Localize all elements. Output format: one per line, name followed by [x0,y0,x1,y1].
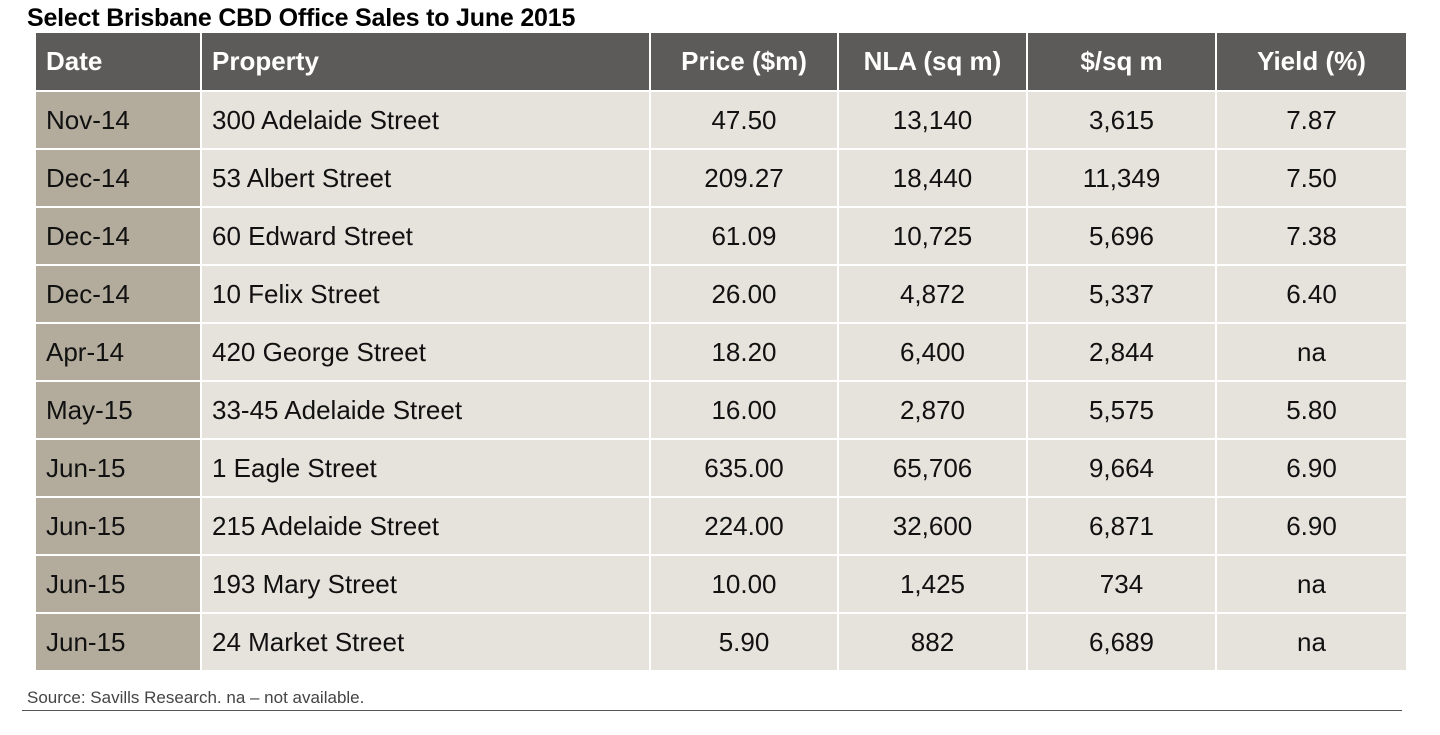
cell-nla: 4,872 [838,265,1028,324]
cell-date: Dec-14 [36,265,202,324]
cell-price-per-sqm: 734 [1027,555,1217,614]
column-header-yield: Yield (%) [1216,33,1406,92]
cell-property: 24 Market Street [201,613,651,672]
cell-yield: na [1216,555,1406,614]
cell-yield: 6.40 [1216,265,1406,324]
cell-property: 60 Edward Street [201,207,651,266]
cell-property: 215 Adelaide Street [201,497,651,556]
cell-price: 10.00 [650,555,839,614]
cell-price: 209.27 [650,149,839,208]
table-row: Dec-14 60 Edward Street 61.09 10,725 5,6… [36,207,1406,266]
cell-yield: na [1216,613,1406,672]
cell-nla: 13,140 [838,91,1028,150]
table-row: Dec-14 10 Felix Street 26.00 4,872 5,337… [36,265,1406,324]
cell-nla: 6,400 [838,323,1028,382]
source-note: Source: Savills Research. na – not avail… [27,688,365,707]
cell-price-per-sqm: 11,349 [1027,149,1217,208]
cell-nla: 18,440 [838,149,1028,208]
column-header-price-per-sqm: $/sq m [1027,33,1217,92]
cell-price: 61.09 [650,207,839,266]
cell-yield: 7.87 [1216,91,1406,150]
cell-price: 18.20 [650,323,839,382]
cell-yield: 6.90 [1216,497,1406,556]
table-row: Jun-15 24 Market Street 5.90 882 6,689 n… [36,613,1406,672]
cell-property: 1 Eagle Street [201,439,651,498]
cell-nla: 65,706 [838,439,1028,498]
cell-property: 53 Albert Street [201,149,651,208]
column-header-property: Property [201,33,651,92]
cell-price-per-sqm: 6,689 [1027,613,1217,672]
cell-yield: 7.50 [1216,149,1406,208]
cell-date: Apr-14 [36,323,202,382]
table-row: May-15 33-45 Adelaide Street 16.00 2,870… [36,381,1406,440]
office-sales-table: Date Property Price ($m) NLA (sq m) $/sq… [36,33,1406,672]
cell-date: May-15 [36,381,202,440]
table-row: Dec-14 53 Albert Street 209.27 18,440 11… [36,149,1406,208]
cell-yield: na [1216,323,1406,382]
cell-property: 420 George Street [201,323,651,382]
cell-yield: 5.80 [1216,381,1406,440]
table-row: Apr-14 420 George Street 18.20 6,400 2,8… [36,323,1406,382]
cell-property: 10 Felix Street [201,265,651,324]
column-header-nla: NLA (sq m) [838,33,1028,92]
cell-date: Nov-14 [36,91,202,150]
cell-yield: 6.90 [1216,439,1406,498]
cell-price-per-sqm: 3,615 [1027,91,1217,150]
cell-price: 224.00 [650,497,839,556]
cell-price: 5.90 [650,613,839,672]
cell-date: Jun-15 [36,439,202,498]
table-row: Jun-15 1 Eagle Street 635.00 65,706 9,66… [36,439,1406,498]
footer-divider [22,710,1402,711]
cell-nla: 1,425 [838,555,1028,614]
cell-nla: 882 [838,613,1028,672]
cell-price: 26.00 [650,265,839,324]
cell-price-per-sqm: 6,871 [1027,497,1217,556]
cell-nla: 10,725 [838,207,1028,266]
cell-price: 16.00 [650,381,839,440]
cell-date: Dec-14 [36,207,202,266]
cell-price: 635.00 [650,439,839,498]
cell-yield: 7.38 [1216,207,1406,266]
cell-property: 300 Adelaide Street [201,91,651,150]
table-row: Jun-15 215 Adelaide Street 224.00 32,600… [36,497,1406,556]
cell-price-per-sqm: 9,664 [1027,439,1217,498]
cell-price: 47.50 [650,91,839,150]
cell-price-per-sqm: 5,696 [1027,207,1217,266]
cell-price-per-sqm: 2,844 [1027,323,1217,382]
cell-date: Jun-15 [36,555,202,614]
cell-price-per-sqm: 5,575 [1027,381,1217,440]
cell-date: Dec-14 [36,149,202,208]
cell-property: 193 Mary Street [201,555,651,614]
table-row: Jun-15 193 Mary Street 10.00 1,425 734 n… [36,555,1406,614]
cell-property: 33-45 Adelaide Street [201,381,651,440]
cell-nla: 2,870 [838,381,1028,440]
column-header-price: Price ($m) [650,33,839,92]
table-title: Select Brisbane CBD Office Sales to June… [27,4,576,32]
cell-date: Jun-15 [36,497,202,556]
cell-price-per-sqm: 5,337 [1027,265,1217,324]
header-row: Date Property Price ($m) NLA (sq m) $/sq… [36,33,1406,92]
cell-date: Jun-15 [36,613,202,672]
column-header-date: Date [36,33,202,92]
table-row: Nov-14 300 Adelaide Street 47.50 13,140 … [36,91,1406,150]
cell-nla: 32,600 [838,497,1028,556]
